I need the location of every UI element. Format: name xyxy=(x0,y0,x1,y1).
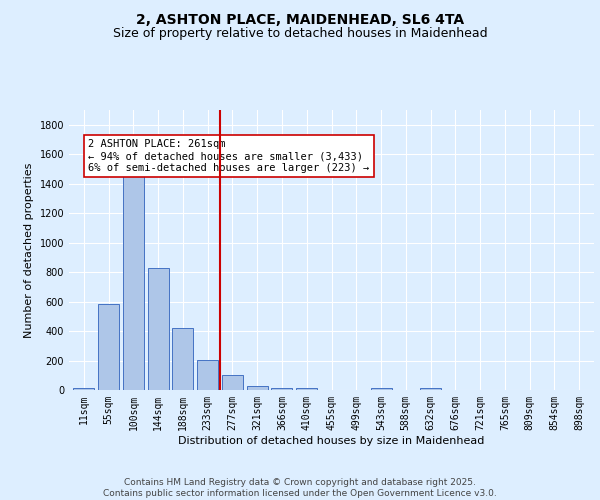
Bar xyxy=(296,388,317,390)
Bar xyxy=(271,388,292,390)
Text: Contains HM Land Registry data © Crown copyright and database right 2025.
Contai: Contains HM Land Registry data © Crown c… xyxy=(103,478,497,498)
Bar xyxy=(172,328,193,390)
Text: Size of property relative to detached houses in Maidenhead: Size of property relative to detached ho… xyxy=(113,28,487,40)
Bar xyxy=(420,388,441,390)
Bar xyxy=(197,360,218,390)
Bar xyxy=(371,388,392,390)
X-axis label: Distribution of detached houses by size in Maidenhead: Distribution of detached houses by size … xyxy=(178,436,485,446)
Text: 2 ASHTON PLACE: 261sqm
← 94% of detached houses are smaller (3,433)
6% of semi-d: 2 ASHTON PLACE: 261sqm ← 94% of detached… xyxy=(88,140,370,172)
Bar xyxy=(123,174,144,390)
Text: 2, ASHTON PLACE, MAIDENHEAD, SL6 4TA: 2, ASHTON PLACE, MAIDENHEAD, SL6 4TA xyxy=(136,12,464,26)
Bar xyxy=(222,374,243,390)
Bar xyxy=(148,268,169,390)
Bar xyxy=(98,304,119,390)
Bar xyxy=(73,388,94,390)
Bar xyxy=(247,386,268,390)
Y-axis label: Number of detached properties: Number of detached properties xyxy=(24,162,34,338)
